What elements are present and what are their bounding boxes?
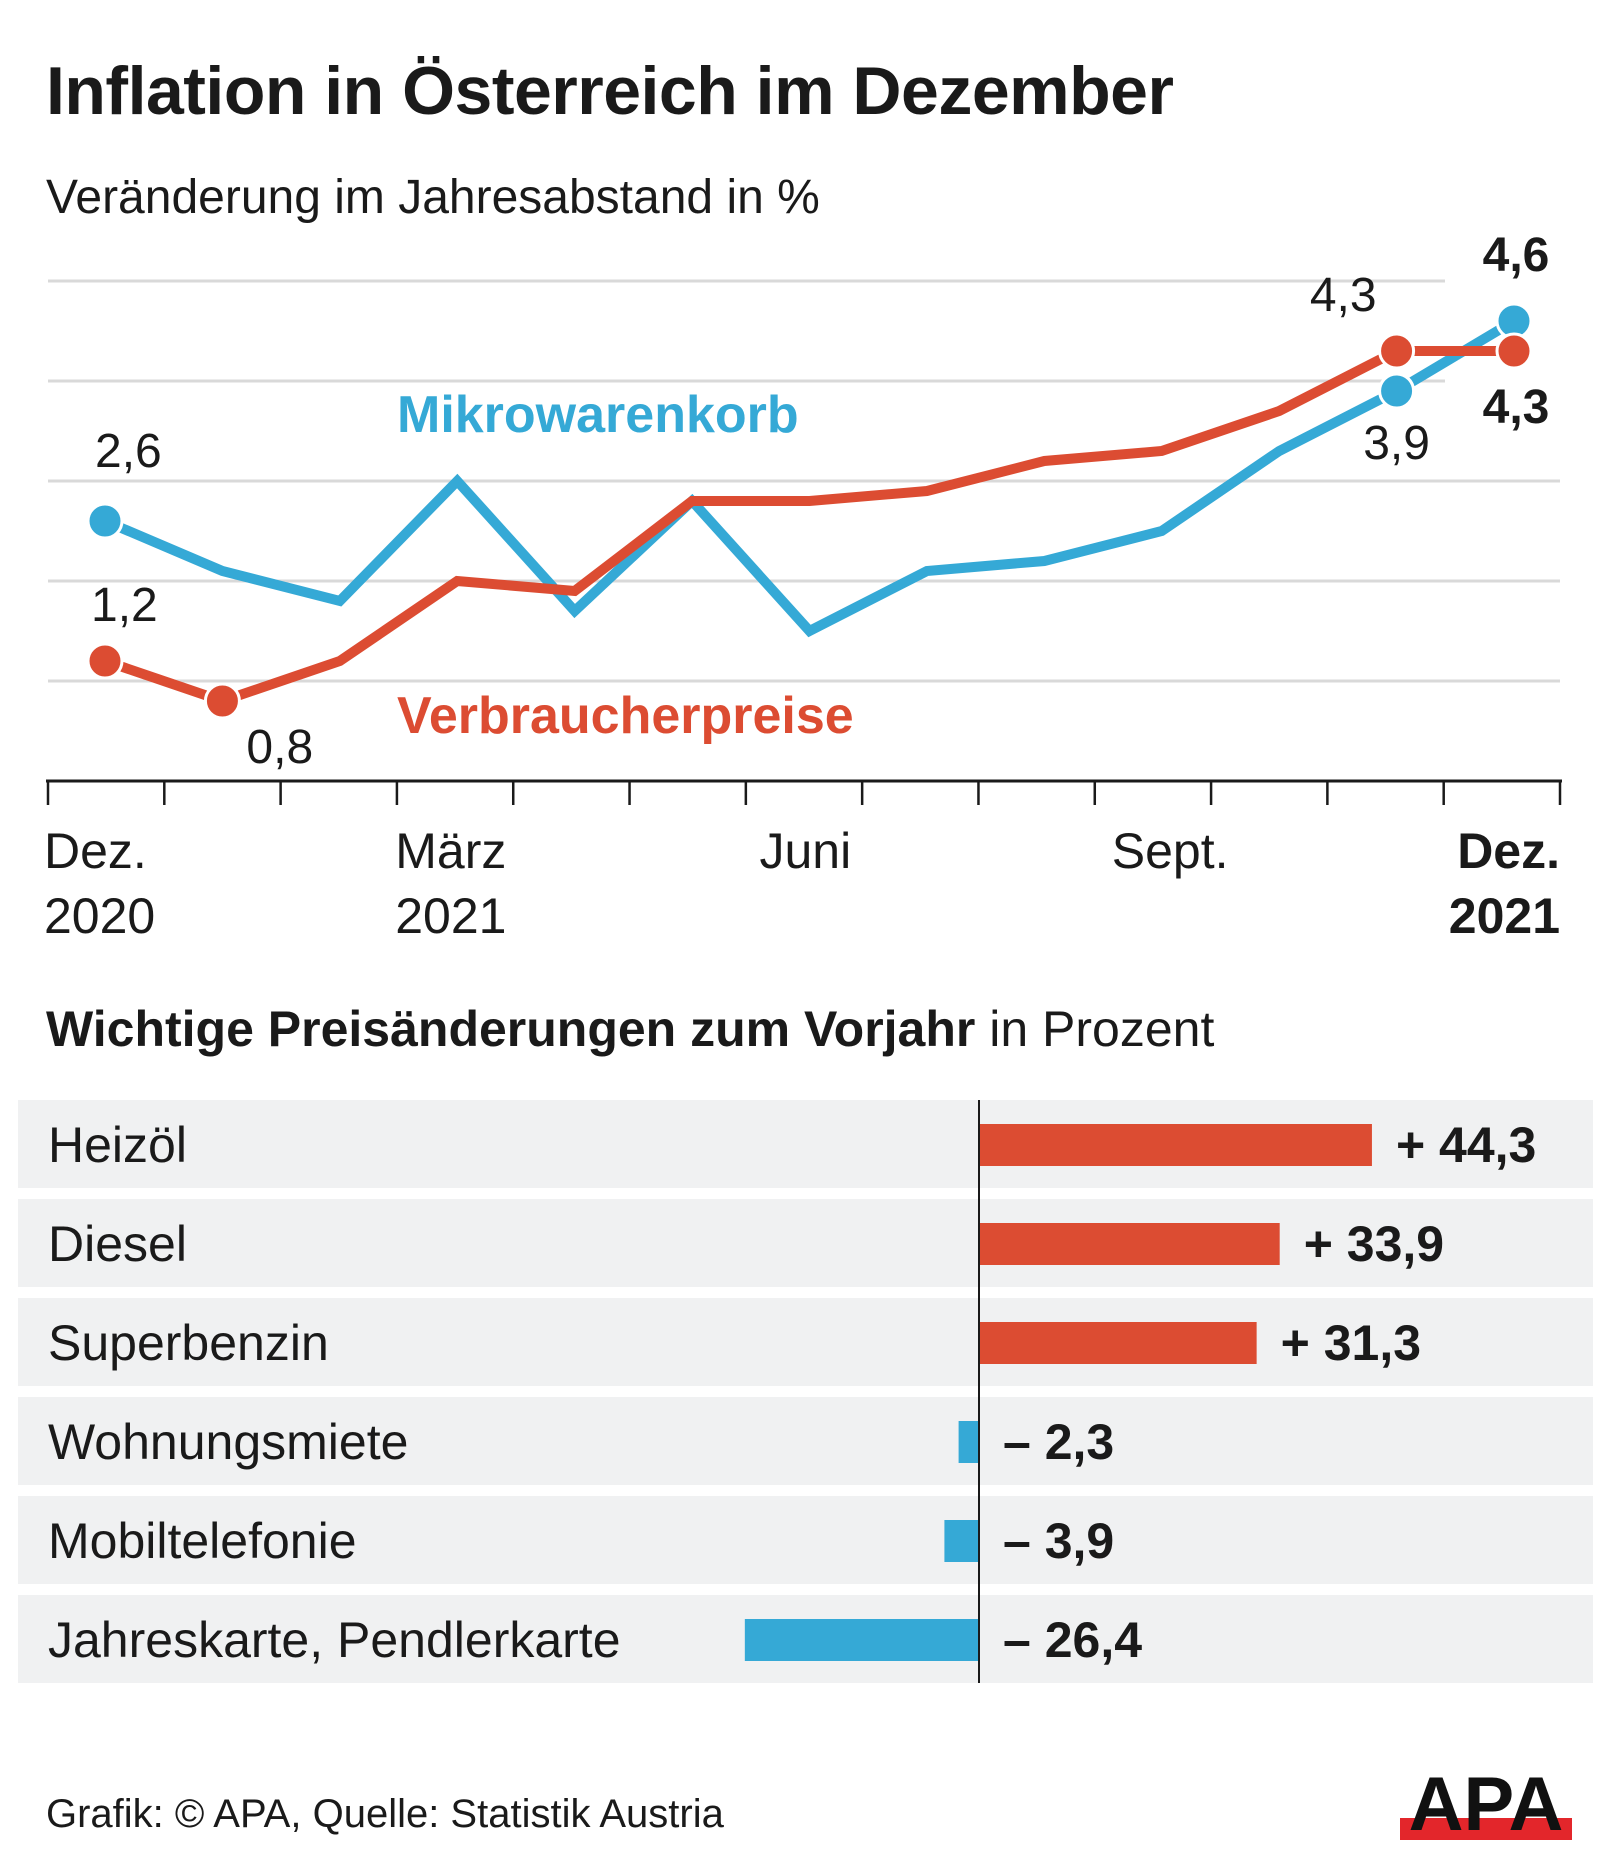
chart-title: Inflation in Österreich im Dezember [46,53,1174,129]
data-label: 4,6 [1483,230,1550,282]
series-line-verbraucherpreise [103,346,1514,707]
bar-category-label: Mobiltelefonie [48,1513,357,1569]
data-label: 0,8 [246,721,313,774]
line-chart: Dez. 2020 März 2021 Juni Sept. Dez. 2021 2,6 1,2… [44,230,1562,944]
x-tick-label: Dez. [1457,823,1560,879]
bar-chart-title: Wichtige Preisänderungen zum Vorjahr in … [46,1000,1214,1058]
bar-value-label: + 33,9 [1304,1216,1444,1272]
data-label: 1,2 [91,579,158,632]
series-line-mikrowarenkorb [103,316,1517,638]
bar-value-label: + 31,3 [1281,1315,1421,1371]
bar-category-label: Wohnungsmiete [48,1414,408,1470]
bar-category-label: Diesel [48,1216,187,1272]
series-lines [103,316,1517,707]
bar-rows: Heizöl + 44,3 Diesel + 33,9 Superbenzin + 31,… [18,1100,1593,1683]
bar-row: Jahreskarte, Pendlerkarte – 26,4 [18,1595,1593,1683]
bar-chart-title-bold: Wichtige Preisänderungen zum Vorjahr [46,1001,976,1057]
x-tick-label-year: 2021 [1449,888,1560,944]
data-point-verbraucherpreise [1378,332,1416,370]
x-tick-label: Sept. [1112,823,1229,879]
data-point-mikrowarenkorb [86,502,124,540]
chart-subtitle: Veränderung im Jahresabstand in % [46,171,820,224]
bar-category-label: Jahreskarte, Pendlerkarte [48,1612,621,1668]
data-label: 3,9 [1363,417,1430,470]
x-tick-label: Dez. [44,823,147,879]
data-point-verbraucherpreise [203,682,241,720]
legend-mikrowarenkorb: Mikrowarenkorb [397,386,799,444]
bar-row-background [18,1496,1593,1584]
source-credit: Grafik: © APA, Quelle: Statistik Austria [46,1792,724,1836]
bar-value-label: – 2,3 [1003,1414,1114,1470]
bar [744,1619,979,1661]
bar-value-label: – 3,9 [1003,1513,1114,1569]
bar-chart: Heizöl + 44,3 Diesel + 33,9 Superbenzin + 31,… [18,1100,1593,1683]
data-point-mikrowarenkorb [1378,372,1416,410]
bar-row: Diesel + 33,9 [18,1199,1593,1287]
x-tick-label-year: 2021 [395,888,506,944]
x-tick-label: Juni [760,823,852,879]
bar [979,1322,1257,1364]
data-point-verbraucherpreise [1495,332,1533,370]
bar-row: Heizöl + 44,3 [18,1100,1593,1188]
data-label: 2,6 [95,425,162,478]
bar-category-label: Superbenzin [48,1315,329,1371]
bar-row-background [18,1199,1593,1287]
data-label: 4,3 [1310,269,1377,322]
bar-row-background [18,1298,1593,1386]
bar [944,1520,979,1562]
data-label: 4,3 [1483,381,1550,434]
bar-chart-title-regular: in Prozent [975,1001,1215,1057]
legend-verbraucherpreise: Verbraucherpreise [397,687,854,745]
series-markers [86,302,1533,720]
bar [958,1421,979,1463]
apa-logo-text: APA [1409,1768,1564,1847]
gridlines [48,279,1560,683]
bar-value-label: + 44,3 [1396,1117,1536,1173]
bar [979,1124,1372,1166]
x-tick-label: März [395,823,506,879]
bar-row: Superbenzin + 31,3 [18,1298,1593,1386]
bar [979,1223,1280,1265]
bar-row-background [18,1397,1593,1485]
data-labels: 2,6 1,2 0,8 4,3 3,9 4,6 4,3 [91,230,1549,774]
apa-logo-red-bar [1400,1818,1572,1840]
bar-category-label: Heizöl [48,1117,187,1173]
x-tick-label-year: 2020 [44,888,155,944]
bar-row: Wohnungsmiete – 2,3 [18,1397,1593,1485]
bar-value-label: – 26,4 [1003,1612,1142,1668]
bar-row: Mobiltelefonie – 3,9 [18,1496,1593,1584]
data-point-verbraucherpreise [86,642,124,680]
x-axis: Dez. 2020 März 2021 Juni Sept. Dez. 2021 [44,779,1562,944]
apa-logo: APA [1400,1768,1572,1847]
